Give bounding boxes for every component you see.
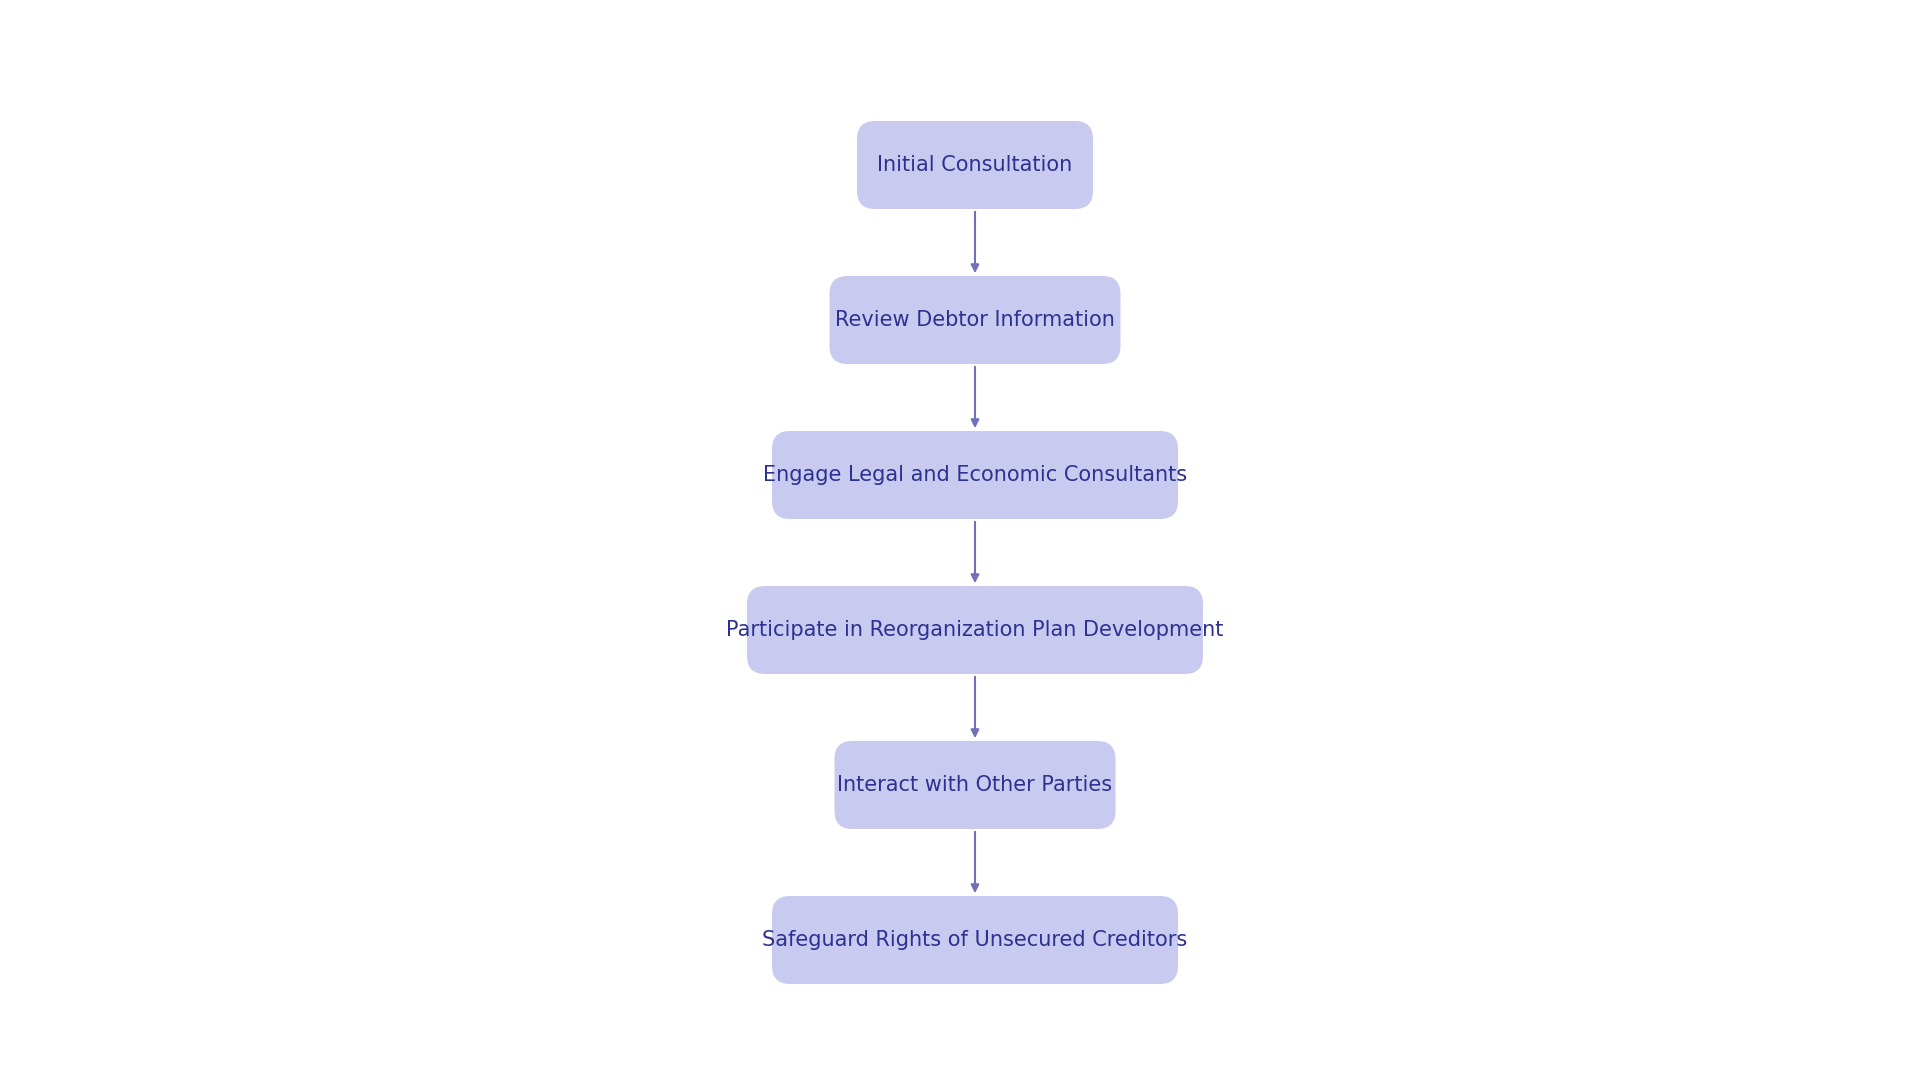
FancyBboxPatch shape (829, 276, 1121, 364)
FancyBboxPatch shape (835, 741, 1116, 829)
Text: Engage Legal and Economic Consultants: Engage Legal and Economic Consultants (762, 465, 1187, 485)
FancyBboxPatch shape (856, 121, 1092, 210)
Text: Participate in Reorganization Plan Development: Participate in Reorganization Plan Devel… (726, 620, 1223, 640)
Text: Interact with Other Parties: Interact with Other Parties (837, 775, 1112, 795)
FancyBboxPatch shape (772, 431, 1179, 519)
Text: Review Debtor Information: Review Debtor Information (835, 310, 1116, 330)
FancyBboxPatch shape (772, 896, 1179, 984)
Text: Safeguard Rights of Unsecured Creditors: Safeguard Rights of Unsecured Creditors (762, 930, 1188, 950)
FancyBboxPatch shape (747, 586, 1204, 674)
Text: Initial Consultation: Initial Consultation (877, 156, 1073, 175)
